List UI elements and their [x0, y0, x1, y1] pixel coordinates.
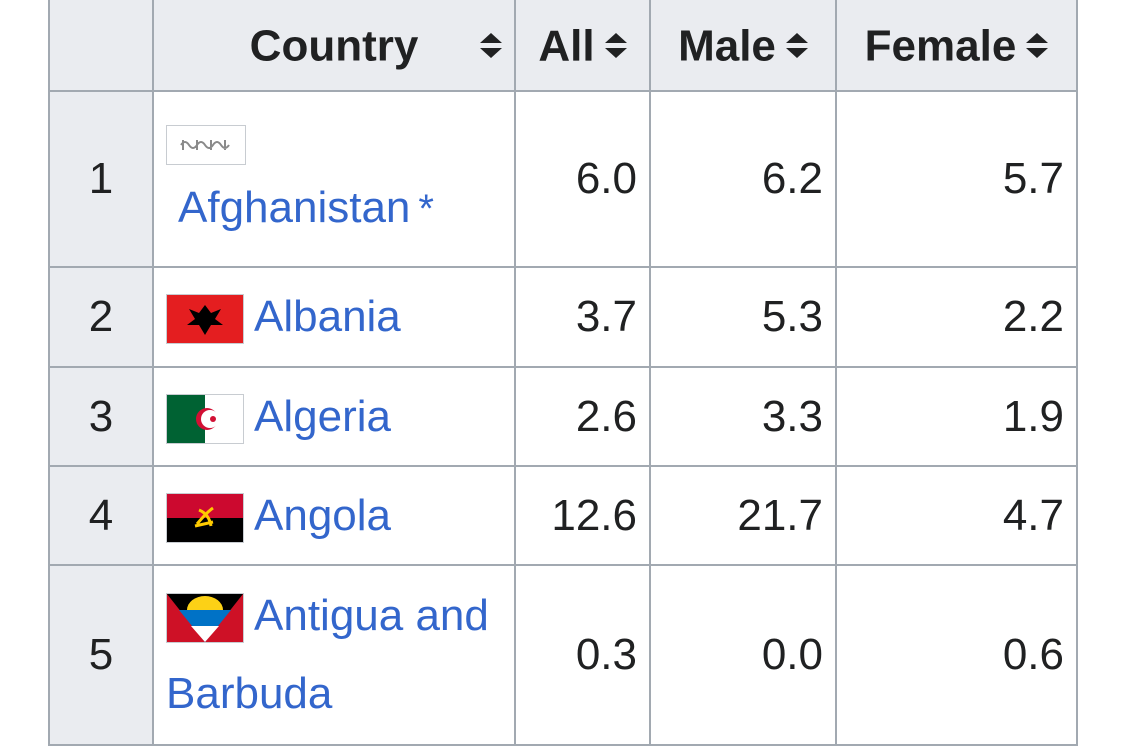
- rank-cell: 3: [48, 366, 154, 467]
- rank-cell: 4: [48, 465, 154, 566]
- sortable-header[interactable]: Country: [152, 0, 516, 92]
- country-cell: Algeria: [152, 366, 516, 467]
- sortable-header[interactable]: Male: [649, 0, 837, 92]
- sort-icon: [604, 33, 627, 59]
- sort-icon: [1026, 33, 1049, 59]
- country-link[interactable]: Antigua and Barbuda: [166, 591, 489, 718]
- value-cell: 0.6: [835, 564, 1078, 746]
- rank-cell: 1: [48, 90, 154, 268]
- country-cell: Albania: [152, 266, 516, 368]
- header-label: Male: [678, 21, 776, 71]
- value-cell: 3.3: [649, 366, 837, 467]
- value-cell: 3.7: [514, 266, 651, 368]
- rank-cell: 2: [48, 266, 154, 368]
- table-row: 1 Afghanistan * 6.0 6.2 5.7: [48, 90, 1078, 268]
- value-cell: 6.0: [514, 90, 651, 268]
- header-label: Country: [249, 21, 419, 71]
- value-cell: 0.3: [514, 564, 651, 746]
- flag-icon: [166, 593, 244, 644]
- country-link[interactable]: Angola: [254, 490, 392, 540]
- table-row: 5 Antigua and Barbuda 0.3 0.0 0.6: [48, 564, 1078, 746]
- header-label: All: [538, 21, 595, 71]
- table-row: 2 Albania 3.7 5.3 2.2: [48, 266, 1078, 368]
- data-table: Country All Male Female 1 Afghanistan * 6…: [48, 0, 1078, 746]
- sort-icon: [480, 33, 502, 58]
- value-cell: 2.2: [835, 266, 1078, 368]
- table-row: 4 Angola 12.6 21.7 4.7: [48, 465, 1078, 566]
- sortable-header[interactable]: Female: [835, 0, 1078, 92]
- country-link[interactable]: Albania: [254, 292, 401, 341]
- country-cell: Afghanistan *: [152, 90, 516, 268]
- sort-icon: [785, 33, 808, 59]
- value-cell: 5.7: [835, 90, 1078, 268]
- flag-icon: [166, 294, 244, 345]
- rank-cell: 5: [48, 564, 154, 746]
- value-cell: 1.9: [835, 366, 1078, 467]
- country-link[interactable]: Afghanistan: [178, 183, 411, 232]
- value-cell: 21.7: [649, 465, 837, 566]
- country-link[interactable]: Algeria: [254, 391, 391, 441]
- country-cell: Antigua and Barbuda: [152, 564, 516, 746]
- value-cell: 5.3: [649, 266, 837, 368]
- flag-icon: [166, 393, 244, 444]
- header-label: Female: [864, 21, 1017, 71]
- flag-icon: [166, 125, 246, 165]
- flag-icon: [166, 492, 244, 543]
- value-cell: 12.6: [514, 465, 651, 566]
- value-cell: 2.6: [514, 366, 651, 467]
- country-cell: Angola: [152, 465, 516, 566]
- rank-header: [48, 0, 154, 92]
- value-cell: 4.7: [835, 465, 1078, 566]
- value-cell: 6.2: [649, 90, 837, 268]
- value-cell: 0.0: [649, 564, 837, 746]
- table-row: 3 Algeria 2.6 3.3 1.9: [48, 366, 1078, 467]
- footnote-mark[interactable]: *: [418, 187, 434, 231]
- header-row: Country All Male Female: [48, 0, 1078, 92]
- sortable-header[interactable]: All: [514, 0, 651, 92]
